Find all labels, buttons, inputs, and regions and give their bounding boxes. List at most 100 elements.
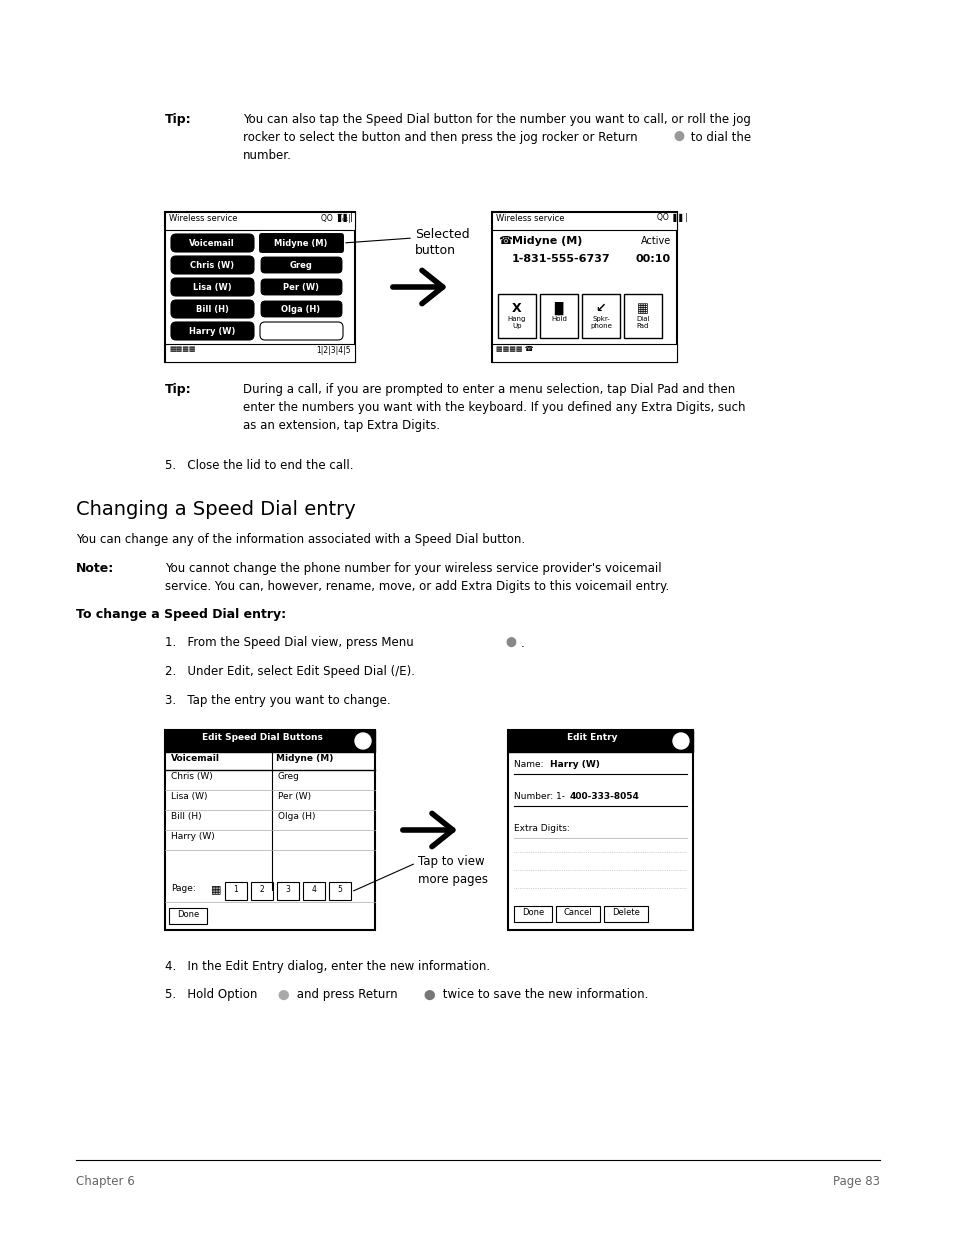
- Text: Tap to view: Tap to view: [417, 855, 484, 868]
- Text: Extra Digits:: Extra Digits:: [514, 824, 569, 832]
- Bar: [165, 212, 355, 362]
- Text: Page:: Page:: [171, 884, 195, 893]
- FancyBboxPatch shape: [171, 300, 253, 317]
- Text: 1: 1: [233, 885, 238, 894]
- Text: ▦▦▦▦: ▦▦▦▦: [169, 346, 195, 352]
- Text: You can also tap the Speed Dial button for the number you want to call, or roll : You can also tap the Speed Dial button f…: [243, 112, 750, 126]
- Text: more pages: more pages: [417, 873, 488, 885]
- Text: ⬤: ⬤: [276, 990, 289, 1000]
- FancyBboxPatch shape: [171, 233, 253, 252]
- Bar: [165, 345, 355, 362]
- Text: Midyne (M): Midyne (M): [512, 236, 581, 246]
- Text: Bill (H): Bill (H): [195, 305, 228, 314]
- Text: Midyne (M): Midyne (M): [275, 755, 333, 763]
- Text: service. You can, however, rename, move, or add Extra Digits to this voicemail e: service. You can, however, rename, move,…: [165, 580, 669, 593]
- Text: Greg: Greg: [290, 261, 313, 269]
- Circle shape: [355, 734, 371, 748]
- Bar: [492, 212, 677, 362]
- Bar: [539, 294, 578, 338]
- Bar: [492, 212, 677, 230]
- Text: 4: 4: [312, 885, 316, 894]
- FancyBboxPatch shape: [260, 233, 343, 252]
- Text: QO  ▌▌|: QO ▌▌|: [657, 212, 687, 222]
- Text: Dial
Pad: Dial Pad: [636, 316, 649, 329]
- Text: 00:10: 00:10: [636, 254, 670, 264]
- Bar: [276, 882, 298, 900]
- Text: Bill (H): Bill (H): [171, 811, 201, 821]
- Text: During a call, if you are prompted to enter a menu selection, tap Dial Pad and t: During a call, if you are prompted to en…: [243, 383, 735, 396]
- Text: Hang
Up: Hang Up: [507, 316, 526, 329]
- Text: Delete: Delete: [612, 908, 639, 918]
- Text: ⬤: ⬤: [504, 637, 516, 647]
- Bar: [303, 882, 325, 900]
- Bar: [165, 730, 375, 752]
- Text: ☎: ☎: [497, 236, 512, 246]
- Text: i: i: [679, 734, 682, 743]
- FancyBboxPatch shape: [260, 256, 343, 274]
- Text: ⬤: ⬤: [422, 990, 435, 1000]
- Text: number.: number.: [243, 149, 292, 162]
- Text: Harry (W): Harry (W): [189, 326, 235, 336]
- Text: 2: 2: [259, 885, 264, 894]
- Text: Harry (W): Harry (W): [550, 760, 599, 769]
- Text: You cannot change the phone number for your wireless service provider's voicemai: You cannot change the phone number for y…: [165, 562, 661, 576]
- Text: as an extension, tap Extra Digits.: as an extension, tap Extra Digits.: [243, 419, 439, 432]
- Text: twice to save the new information.: twice to save the new information.: [438, 988, 648, 1002]
- Text: ▌▌|: ▌▌|: [336, 212, 353, 222]
- Text: Wireless service: Wireless service: [496, 214, 564, 224]
- Bar: [165, 730, 375, 930]
- Text: and press Return: and press Return: [293, 988, 397, 1002]
- Text: Done: Done: [521, 908, 543, 918]
- Text: 5: 5: [337, 885, 342, 894]
- Text: Done: Done: [176, 910, 199, 919]
- Text: Note:: Note:: [76, 562, 114, 576]
- Text: button: button: [415, 245, 456, 257]
- Text: Olga (H): Olga (H): [277, 811, 315, 821]
- Bar: [225, 882, 247, 900]
- FancyBboxPatch shape: [260, 278, 343, 296]
- FancyBboxPatch shape: [171, 322, 253, 340]
- Text: To change a Speed Dial entry:: To change a Speed Dial entry:: [76, 608, 286, 621]
- Text: 1-831-555-6737: 1-831-555-6737: [512, 254, 610, 264]
- Text: X: X: [512, 303, 521, 315]
- Bar: [251, 882, 273, 900]
- Text: Name:: Name:: [514, 760, 546, 769]
- Text: Tip:: Tip:: [165, 112, 192, 126]
- Bar: [507, 730, 692, 752]
- Text: Tip:: Tip:: [165, 383, 192, 396]
- Text: Lisa (W): Lisa (W): [193, 283, 231, 291]
- Text: Edit Entry: Edit Entry: [566, 734, 617, 742]
- FancyBboxPatch shape: [260, 322, 343, 340]
- Text: Harry (W): Harry (W): [171, 832, 214, 841]
- Text: 3: 3: [285, 885, 290, 894]
- Text: Per (W): Per (W): [277, 792, 311, 802]
- Text: Page 83: Page 83: [832, 1174, 879, 1188]
- Text: 1.   From the Speed Dial view, press Menu: 1. From the Speed Dial view, press Menu: [165, 636, 414, 650]
- Text: Per (W): Per (W): [283, 283, 318, 291]
- Text: 1|2|3|4|5: 1|2|3|4|5: [316, 346, 351, 354]
- Text: Selected: Selected: [415, 228, 469, 241]
- Circle shape: [672, 734, 688, 748]
- Bar: [556, 906, 599, 923]
- Text: 5.   Hold Option: 5. Hold Option: [165, 988, 257, 1002]
- Text: i: i: [361, 734, 364, 743]
- Text: Lisa (W): Lisa (W): [171, 792, 208, 802]
- Bar: [169, 908, 207, 924]
- Text: Voicemail: Voicemail: [171, 755, 220, 763]
- Text: ▦▦▦▦ ☎: ▦▦▦▦ ☎: [496, 346, 533, 352]
- Text: rocker to select the button and then press the jog rocker or Return: rocker to select the button and then pre…: [243, 131, 637, 144]
- Text: Midyne (M): Midyne (M): [274, 238, 327, 247]
- Text: Greg: Greg: [277, 772, 299, 781]
- FancyBboxPatch shape: [171, 278, 253, 296]
- Bar: [165, 212, 355, 230]
- Text: 2.   Under Edit, select Edit Speed Dial (/E).: 2. Under Edit, select Edit Speed Dial (/…: [165, 664, 415, 678]
- Text: Active: Active: [640, 236, 670, 246]
- Text: Chris (W): Chris (W): [171, 772, 213, 781]
- Bar: [507, 730, 692, 930]
- Text: Changing a Speed Dial entry: Changing a Speed Dial entry: [76, 500, 355, 519]
- Bar: [497, 294, 536, 338]
- Text: enter the numbers you want with the keyboard. If you defined any Extra Digits, s: enter the numbers you want with the keyb…: [243, 401, 744, 414]
- Text: Edit Speed Dial Buttons: Edit Speed Dial Buttons: [201, 734, 322, 742]
- Bar: [623, 294, 661, 338]
- Text: Voicemail: Voicemail: [189, 238, 234, 247]
